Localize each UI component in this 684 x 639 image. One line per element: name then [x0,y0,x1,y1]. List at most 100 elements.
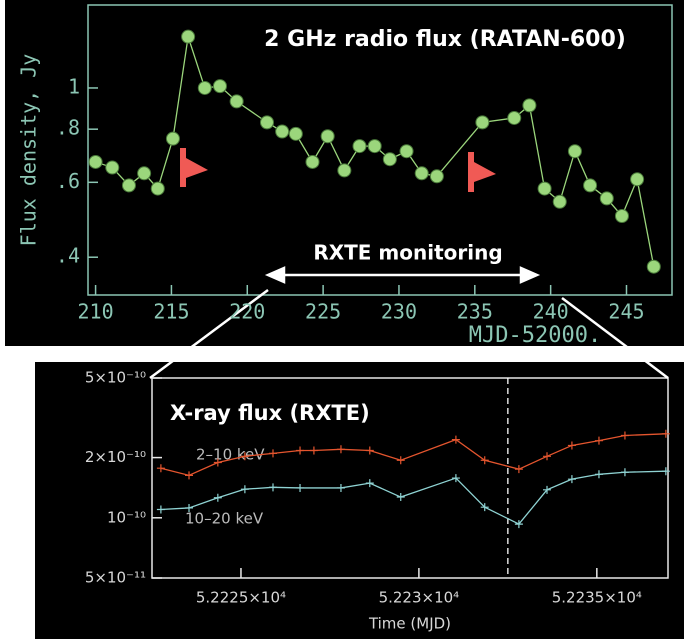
data-point [567,144,582,159]
data-point [150,181,165,196]
y-tick-label: .4 [56,244,80,268]
data-point [156,505,165,514]
data-point [451,474,460,483]
data-point [185,471,194,480]
legend-label: 2–10 keV [196,446,265,464]
data-point [213,458,222,467]
x-tick-label: 230 [381,300,417,324]
data-point [543,485,552,494]
data-point [620,431,629,440]
data-point [156,464,165,473]
range-arrow [149,266,669,380]
data-point [661,429,670,438]
data-point [296,446,305,455]
data-point [594,470,603,479]
flare-marker [468,152,496,192]
bottom-panel [35,362,684,639]
data-point [567,441,576,450]
data-point [661,467,670,476]
data-point [105,160,120,175]
data-point [522,98,537,113]
legend-label: 10–20 keV [185,510,264,528]
data-point [268,483,277,492]
data-point [382,152,397,167]
data-point [197,80,212,95]
data-point [552,194,567,209]
data-point [181,29,196,44]
data-point [213,493,222,502]
data-point [229,94,244,109]
data-point [288,126,303,141]
data-point [268,449,277,458]
data-point [296,483,305,492]
data-point [137,166,152,181]
bottom-frame [151,377,669,579]
data-line [160,433,666,477]
x-tick-label: 240 [533,300,569,324]
data-point [451,435,460,444]
data-point [630,172,645,187]
data-point [365,446,374,455]
data-point [514,520,523,529]
data-point [365,479,374,488]
y-tick-label: 1 [68,74,80,98]
data-point [165,131,180,146]
data-point [320,129,335,144]
data-point [399,144,414,159]
data-point [620,468,629,477]
data-point [514,465,523,474]
chart-title: X-ray flux (RXTE) [170,401,370,425]
data-point [336,483,345,492]
flare-marker [180,148,208,187]
x-tick-label: 5.2225×10⁴ [196,589,286,607]
data-point [507,110,522,125]
data-point [396,493,405,502]
data-point [537,181,552,196]
data-point [614,208,629,223]
data-point [429,169,444,184]
data-point [594,436,603,445]
x-tick-label: 235 [457,300,493,324]
x-tick-label: 225 [305,300,341,324]
data-point [309,446,318,455]
data-point [305,154,320,169]
x-axis-label: Time (MJD) [368,615,451,633]
y-tick-label: .6 [56,169,80,193]
data-point [480,456,489,465]
data-point [396,456,405,465]
data-point [583,178,598,193]
data-point [414,166,429,181]
x-tick-label: 215 [153,300,189,324]
data-point [240,485,249,494]
data-point [352,139,367,154]
top-frame [87,4,673,296]
x-tick-label: 5.223×10⁴ [379,589,460,607]
data-point [599,191,614,206]
data-point [543,452,552,461]
data-point [259,115,274,130]
data-point [337,163,352,178]
x-tick-label: 5.2235×10⁴ [552,589,642,607]
data-point [646,259,661,274]
y-tick-label: .8 [56,116,80,140]
data-point [240,452,249,461]
data-point [121,178,136,193]
data-point [475,115,490,130]
data-point [480,503,489,512]
data-point [367,139,382,154]
y-tick-label: 2×10⁻¹⁰ [85,448,146,466]
data-point [88,154,103,169]
chart-title: 2 GHz radio flux (RATAN-600) [264,27,626,52]
x-tick-label: 220 [229,300,265,324]
x-tick-label: 245 [608,300,644,324]
annotation: RXTE monitoring [313,241,502,265]
y-axis-label: Flux density, Jy [17,54,41,247]
x-axis-label: MJD-52000. [469,323,601,348]
data-point [212,79,227,94]
data-point [185,503,194,512]
y-tick-label: 10⁻¹⁰ [107,508,146,526]
data-point [567,475,576,484]
y-tick-label: 5×10⁻¹⁰ [85,369,146,387]
data-point [336,445,345,454]
